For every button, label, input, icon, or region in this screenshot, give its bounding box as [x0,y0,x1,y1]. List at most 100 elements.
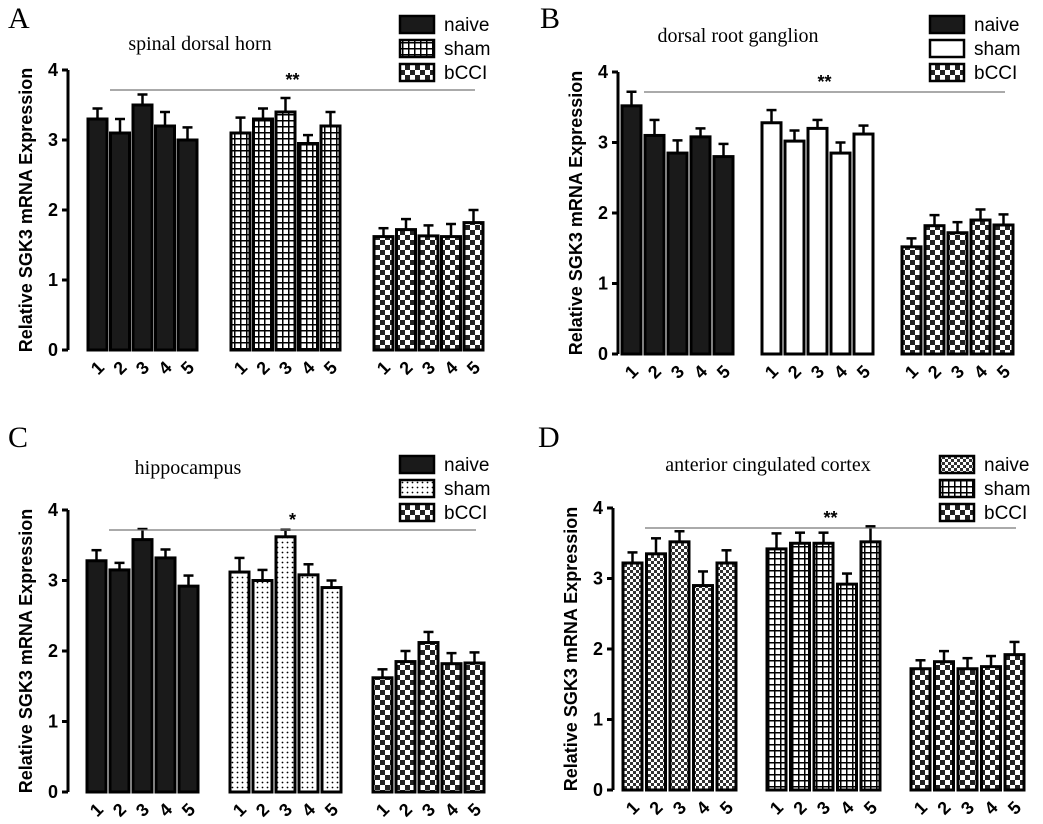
x-tick-label: 2 [933,797,954,818]
x-tick-label: 1 [87,357,108,378]
x-tick-label: 2 [644,361,665,382]
y-tick-label: 0 [593,780,603,800]
significance-marker: ** [285,70,299,90]
x-tick-label: 4 [980,797,1001,818]
bar [789,541,811,792]
bar [417,234,440,352]
x-tick-label: 1 [229,799,250,820]
legend-swatch [938,502,976,523]
bar [969,218,992,356]
x-tick-label: 4 [154,357,175,378]
x-tick-label: 2 [395,357,416,378]
bar [319,124,342,352]
y-tick-label: 3 [598,133,608,153]
x-tick-label: 4 [441,799,462,820]
x-tick-label: 4 [830,361,851,382]
legend-swatch [398,62,436,83]
x-tick-label: 3 [132,357,153,378]
legend-label: naive [974,15,1019,36]
bar [829,151,852,356]
legend-swatch [928,14,966,35]
y-tick-label: 1 [48,712,58,732]
x-tick-label: 5 [716,797,737,818]
x-tick-label: 3 [813,797,834,818]
legend-label: bCCI [444,63,487,84]
legend-swatch [398,454,436,475]
y-tick-label: 4 [593,498,603,518]
bar [692,584,714,792]
legend-label: sham [444,39,490,60]
x-tick-label: 2 [784,361,805,382]
bar [251,579,274,794]
x-tick-label: 1 [372,799,393,820]
x-tick-label: 2 [645,797,666,818]
y-tick-label: 4 [48,60,58,80]
y-tick-label: 3 [48,130,58,150]
bar [252,117,274,352]
x-tick-label: 1 [230,357,251,378]
x-tick-label: 5 [320,357,341,378]
bar [852,132,875,356]
x-tick-label: 1 [901,361,922,382]
x-tick-label: 5 [1004,797,1025,818]
bar [395,228,417,352]
x-tick-label: 4 [298,799,319,820]
bar [806,126,829,356]
panel-letter: D [538,421,560,454]
bar [859,540,882,792]
x-tick-label: 5 [713,361,734,382]
bar [980,665,1002,792]
y-tick-label: 3 [48,571,58,591]
bar [1003,653,1026,792]
x-tick-label: 3 [418,357,439,378]
bar [274,110,297,352]
x-tick-label: 4 [297,357,318,378]
x-tick-label: 2 [789,797,810,818]
bar [666,151,689,356]
bar [229,131,252,352]
x-tick-label: 5 [321,799,342,820]
bar [900,245,923,356]
bar [154,556,177,794]
x-tick-label: 1 [373,357,394,378]
bar [131,103,154,352]
x-tick-label: 2 [109,357,130,378]
legend-label: naive [984,455,1029,476]
chart-title: spinal dorsal horn [128,33,271,55]
x-tick-label: 5 [860,797,881,818]
y-tick-label: 2 [48,200,58,220]
bar [645,552,667,792]
legend-swatch [398,478,436,499]
y-tick-label: 0 [48,782,58,802]
x-tick-label: 3 [418,799,439,820]
legend-label: naive [444,15,489,36]
x-tick-label: 5 [853,361,874,382]
y-axis-label: Relative SGK3 mRNA Expression [566,71,586,355]
x-tick-label: 2 [395,799,416,820]
bar [372,235,395,352]
chart-title: dorsal root ganglion [657,25,818,47]
bar [440,662,463,794]
bar [177,584,200,794]
bar [228,570,251,794]
x-tick-label: 3 [275,357,296,378]
bar [463,661,486,794]
x-tick-label: 3 [669,797,690,818]
bar [933,660,955,792]
bar [643,133,666,356]
panel-letter: C [8,421,28,454]
panel-letter: A [8,2,30,35]
bar [320,586,343,794]
x-tick-label: 5 [993,361,1014,382]
bar [956,667,979,792]
legend-label: bCCI [984,503,1027,524]
x-tick-label: 5 [177,357,198,378]
x-tick-label: 3 [807,361,828,382]
y-tick-label: 2 [48,641,58,661]
x-tick-label: 1 [86,799,107,820]
bar [621,561,644,792]
panel-letter: B [540,2,560,35]
